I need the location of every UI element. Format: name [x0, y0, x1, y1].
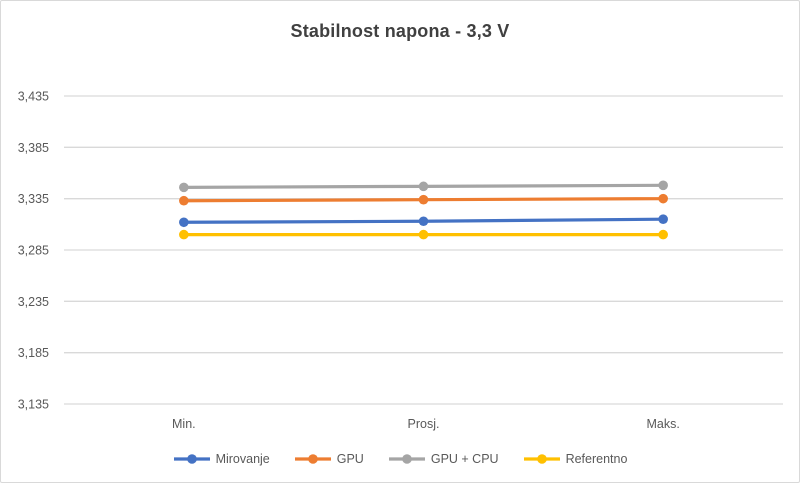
series-marker: [179, 217, 189, 228]
legend-item-gpu-cpu: GPU + CPU: [388, 452, 499, 466]
series-marker: [418, 216, 429, 227]
series-marker: [179, 182, 189, 193]
legend-line-marker-icon: [294, 454, 331, 464]
legend-label: Mirovanje: [215, 452, 270, 466]
legend-label: GPU: [336, 452, 364, 466]
y-axis-tick-label: 3,285: [18, 244, 49, 258]
chart-title: Stabilnost napona - 3,3 V: [290, 21, 510, 41]
x-axis-category-label: Maks.: [646, 417, 679, 431]
y-axis-tick-label: 3,385: [18, 141, 49, 155]
chart-legend: Mirovanje GPU GPU + CPU Referentno: [1, 445, 799, 473]
legend-line-marker-icon: [173, 454, 210, 464]
series-marker: [179, 229, 189, 240]
legend-label: GPU + CPU: [430, 452, 499, 466]
x-axis-category-label: Prosj.: [408, 417, 440, 431]
legend-item-gpu: GPU: [294, 452, 364, 466]
legend-line-marker-icon: [523, 454, 560, 464]
y-axis-tick-label: 3,185: [18, 346, 49, 360]
legend-item-referentno: Referentno: [523, 452, 628, 466]
x-axis-category-label: Min.: [172, 417, 196, 431]
legend-label: Referentno: [565, 452, 628, 466]
series-marker: [658, 229, 668, 240]
series-marker: [658, 180, 668, 191]
series-marker: [418, 229, 429, 240]
series-marker: [418, 194, 429, 205]
legend-item-mirovanje: Mirovanje: [173, 452, 270, 466]
series-marker: [658, 193, 668, 204]
legend-line-marker-icon: [388, 454, 425, 464]
y-axis-tick-label: 3,335: [18, 192, 49, 206]
y-axis-tick-label: 3,435: [18, 90, 49, 104]
series-marker: [418, 181, 429, 192]
series-marker: [658, 214, 668, 224]
series-marker: [179, 195, 189, 206]
y-axis-tick-label: 3,135: [18, 398, 49, 412]
y-axis-tick-label: 3,235: [18, 295, 49, 309]
